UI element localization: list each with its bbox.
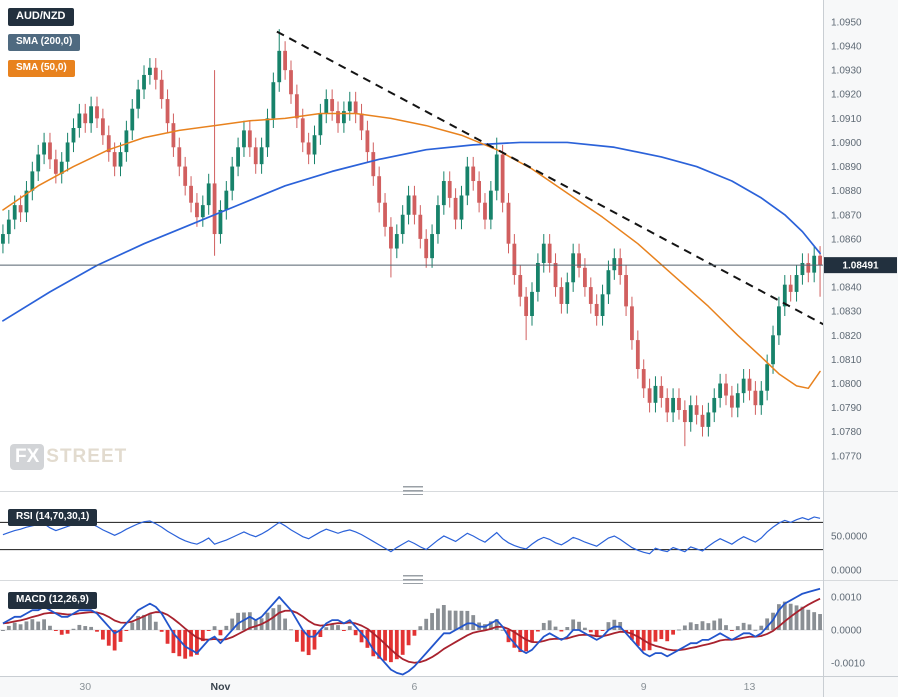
price-axis-label: 1.0840	[831, 283, 862, 294]
time-axis-label: 9	[641, 681, 647, 693]
macd-line	[2, 587, 821, 676]
price-axis-label: 1.0890	[831, 162, 862, 173]
current-price-badge-label: 1.08491	[842, 261, 879, 272]
current-price-badge	[824, 257, 897, 274]
price-axis-label: 1.0880	[831, 186, 862, 197]
price-axis-label: 1.0930	[831, 66, 862, 77]
macd-legend-badge[interactable]: MACD (12,26,9)	[8, 592, 97, 609]
rsi-panel[interactable]: 50.0000 0.0000	[0, 516, 868, 577]
macd-axis-label: 0.0000	[831, 626, 862, 637]
macd-axis-label: 0.0010	[831, 593, 862, 604]
time-axis-label: 30	[79, 681, 91, 693]
sma200-legend-badge[interactable]: SMA (200,0)	[8, 34, 81, 51]
panel-divider-grip-macd[interactable]	[403, 575, 423, 584]
candles-layer	[1, 29, 822, 447]
price-axis-label: 1.0920	[831, 90, 862, 101]
price-axis-label: 1.0790	[831, 403, 862, 414]
symbol-badge[interactable]: AUD/NZD	[8, 8, 74, 26]
price-axis-label: 1.0910	[831, 114, 862, 125]
price-axis-label: 1.0830	[831, 307, 862, 318]
price-panel[interactable]	[1, 29, 835, 447]
price-axis-label: 1.0940	[831, 42, 862, 53]
sma50-line	[2, 112, 821, 390]
rsi-legend-badge[interactable]: RSI (14,70,30,1)	[8, 509, 98, 526]
macd-signal-line	[2, 597, 821, 664]
price-axis-label: 1.0860	[831, 234, 862, 245]
price-axis-label: 1.0900	[831, 138, 862, 149]
time-axis-background[interactable]	[0, 676, 823, 697]
rsi-axis-label: 0.0000	[831, 566, 862, 577]
descending-trendline[interactable]	[276, 30, 835, 331]
price-axis-label: 1.0800	[831, 379, 862, 390]
price-axis-label: 1.0870	[831, 210, 862, 221]
sma50-legend-badge[interactable]: SMA (50,0)	[8, 60, 75, 77]
price-axis-label: 1.0780	[831, 427, 862, 438]
price-axis-label: 1.0820	[831, 331, 862, 342]
time-axis-label: Nov	[211, 681, 231, 693]
rsi-line	[2, 516, 821, 555]
sma200-line	[2, 141, 821, 322]
price-axis[interactable]: 1.0950 1.0940 1.0930 1.0920 1.0910 1.0900 1.08…	[824, 17, 897, 462]
price-axis-label: 1.0810	[831, 355, 862, 366]
macd-axis-label: -0.0010	[831, 659, 865, 670]
time-axis[interactable]: 30 Nov 6 9 13	[79, 681, 755, 693]
time-axis-label: 13	[744, 681, 756, 693]
price-axis-label: 1.0950	[831, 17, 862, 28]
time-axis-label: 6	[412, 681, 418, 693]
price-axis-label: 1.0770	[831, 451, 862, 462]
rsi-axis-label: 50.0000	[831, 532, 868, 543]
panel-divider-grip-rsi[interactable]	[403, 486, 423, 495]
macd-panel[interactable]: 0.0010 0.0000 -0.0010	[0, 587, 865, 676]
